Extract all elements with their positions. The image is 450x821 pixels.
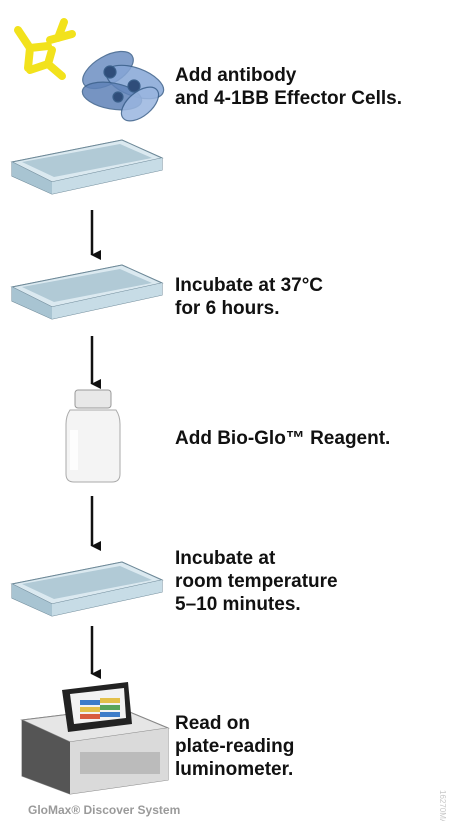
step-2: Incubate at 37°C for 6 hours. (175, 275, 323, 319)
plate (11, 139, 163, 195)
effector-cells (81, 50, 165, 122)
step-4: Incubate at room temperature 5–10 minute… (175, 548, 338, 615)
step-1: Add antibody and 4-1BB Effector Cells. (175, 65, 402, 109)
step-text: Read on (175, 713, 250, 734)
step-3: Add Bio-Glo™ Reagent. (175, 428, 390, 449)
figure-code: 16270MA (438, 790, 447, 821)
antibodies (14, 18, 76, 80)
caption: GloMax® Discover System (28, 803, 180, 817)
step-text: Incubate at (175, 548, 276, 569)
step-text: Add antibody (175, 65, 297, 86)
step-text: 5–10 minutes. (175, 594, 301, 615)
step-text: and 4-1BB Effector Cells. (175, 88, 402, 109)
reagent-bottle (65, 389, 121, 483)
step-text: room temperature (175, 571, 338, 592)
step-text: Add Bio-Glo™ Reagent. (175, 428, 390, 449)
step-5: Read on plate-reading luminometer. (175, 713, 294, 780)
step-text: for 6 hours. (175, 298, 280, 319)
plate (11, 561, 163, 617)
plate (11, 264, 163, 320)
step-text: Incubate at 37°C (175, 275, 323, 296)
step-text: plate-reading (175, 736, 294, 757)
luminometer (20, 682, 170, 795)
step-text: luminometer. (175, 759, 293, 780)
